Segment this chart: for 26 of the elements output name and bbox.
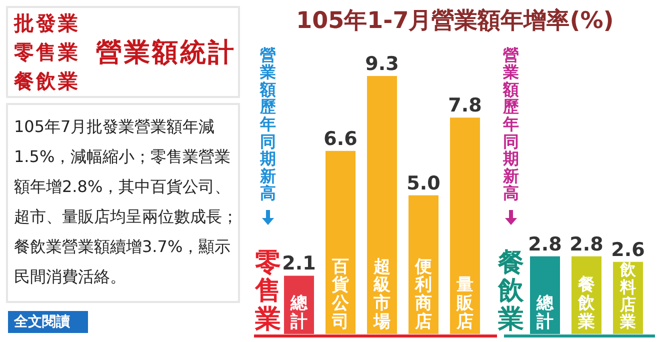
text: 105年7月批發業營業額年減1.5%，減幅縮小；零售業營業額年增2.8%，其中百貨公司、超市、量販店均呈兩位數成長；餐飲業營業額續增3.7%，顯示民間消費活絡。 — [14, 116, 238, 288]
data-label: 2.8 — [570, 233, 604, 256]
text: 營業額統計 — [96, 37, 236, 70]
text: 營業額歷年同期新高 — [503, 45, 519, 203]
x-tick-label: 飲料店業 — [619, 260, 637, 332]
text: 營業額歷年同期新高 — [260, 45, 276, 203]
data-label: 6.6 — [324, 128, 358, 150]
x-tick-label: 總計 — [536, 294, 554, 332]
text: 全文閱讀 — [8, 311, 88, 333]
text: 批發業 — [14, 10, 80, 37]
data-label: 2.6 — [611, 238, 645, 261]
text: 餐飲業 — [14, 68, 80, 95]
data-label: 9.3 — [365, 53, 399, 75]
x-tick-label: 餐飲業 — [577, 275, 596, 332]
data-label: 5.0 — [406, 172, 440, 194]
x-tick-label: 總計 — [290, 294, 308, 332]
annotation: 零售業 — [254, 248, 281, 334]
chart-title: 105年1-7月營業額年增率(%) — [296, 7, 614, 34]
x-tick-label: 超級市場 — [372, 256, 390, 332]
data-label: 2.1 — [282, 252, 316, 275]
x-tick-label: 便利商店 — [414, 256, 432, 332]
data-label: 2.8 — [528, 233, 562, 256]
x-tick-label: 百貨公司 — [331, 256, 350, 332]
text: 零售業 — [14, 39, 80, 66]
x-tick-label: 量販店 — [456, 275, 474, 332]
data-label: 7.8 — [448, 94, 482, 117]
